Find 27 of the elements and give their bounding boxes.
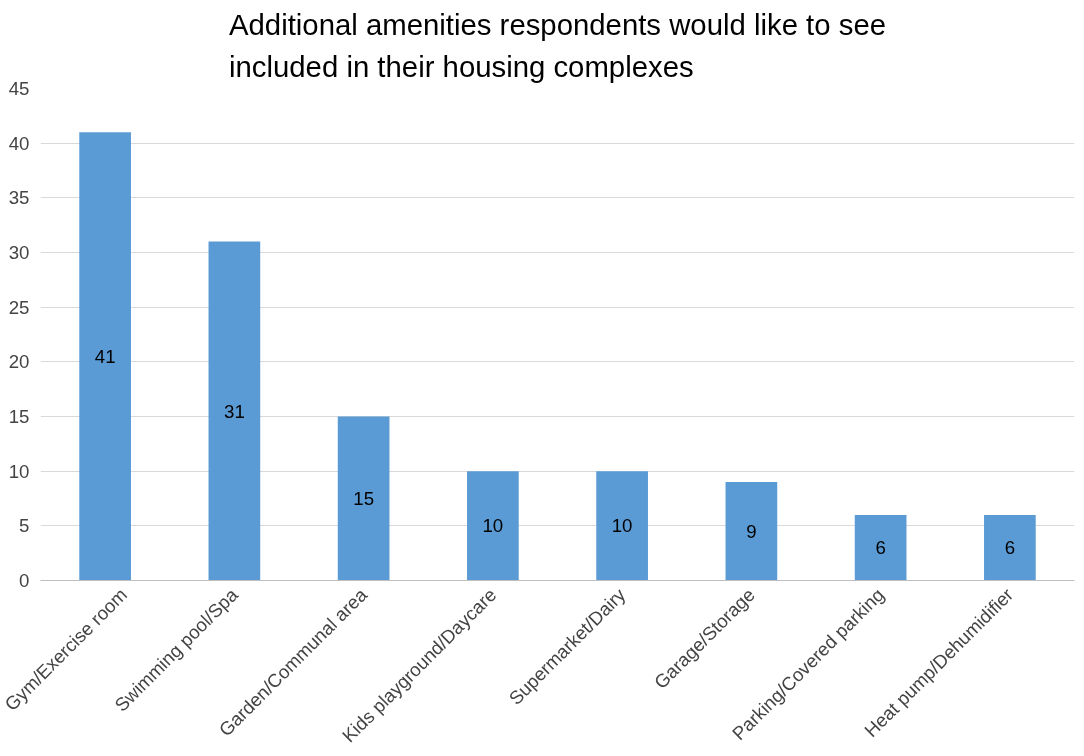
y-tick-label: 5 (19, 515, 30, 537)
bar (854, 514, 907, 581)
data-label: 31 (224, 400, 245, 422)
bar (79, 132, 131, 581)
y-tick-label: 40 (8, 132, 30, 154)
bar (984, 514, 1036, 581)
y-tick-label: 45 (8, 78, 30, 99)
data-label: 15 (353, 488, 375, 509)
data-label: 10 (482, 515, 504, 537)
data-label: 41 (94, 345, 116, 367)
chart-title: Additional amenities respondents would like to see included in their housing complexes (228, 7, 887, 84)
bar (337, 416, 390, 581)
data-label: 9 (746, 520, 757, 542)
y-tick-label: 30 (8, 242, 30, 263)
y-tick-label: 35 (8, 187, 30, 209)
y-tick-label: 25 (8, 296, 30, 318)
data-label: 10 (611, 515, 633, 537)
y-tick-label: 20 (8, 351, 30, 373)
bar (725, 482, 778, 581)
bar (208, 241, 261, 581)
bar (467, 471, 519, 581)
y-tick-label: 10 (8, 460, 30, 482)
y-tick-label: 0 (19, 570, 30, 591)
bar (596, 471, 648, 581)
data-label: 6 (1004, 537, 1016, 559)
y-tick-label: 15 (8, 406, 30, 427)
data-label: 6 (875, 537, 886, 559)
